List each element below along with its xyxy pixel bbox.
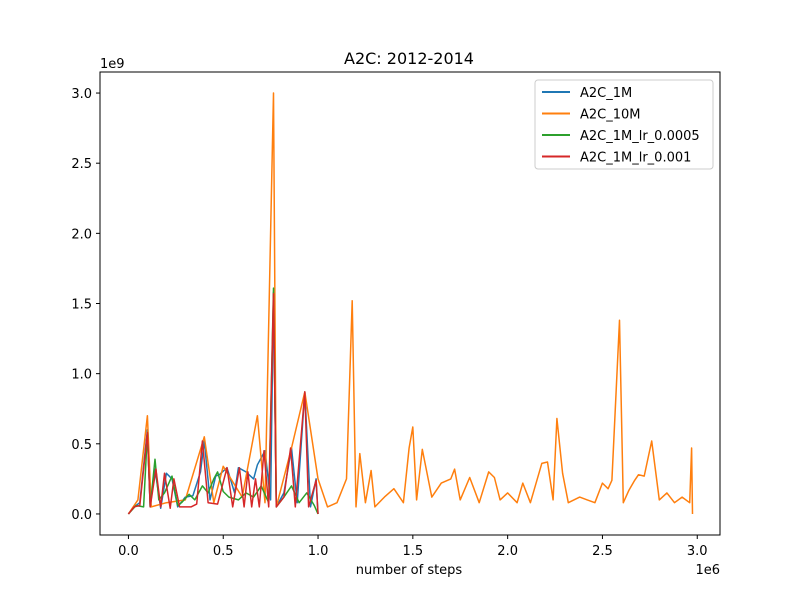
y-multiplier-label: 1e9	[100, 57, 125, 72]
x-multiplier-label: 1e6	[695, 563, 720, 578]
y-tick-label: 3.0	[71, 87, 92, 102]
x-tick-label: 0.0	[118, 544, 139, 559]
x-axis-label: number of steps	[356, 563, 463, 578]
x-tick-label: 3.0	[687, 544, 708, 559]
series-line-3	[127, 292, 319, 515]
y-tick-label: 2.0	[71, 227, 92, 242]
plot-lines	[127, 92, 694, 515]
y-tick-label: 0.5	[71, 438, 92, 453]
legend-label-2: A2C_1M_lr_0.0005	[580, 129, 700, 144]
y-tick-label: 1.0	[71, 368, 92, 383]
legend-label-1: A2C_10M	[580, 108, 641, 123]
x-tick-label: 0.5	[213, 544, 234, 559]
x-ticks: 0.0 0.5 1.0 1.5 2.0 2.5 3.0	[118, 535, 708, 559]
chart-title: A2C: 2012-2014	[344, 49, 474, 68]
y-tick-label: 0.0	[71, 508, 92, 523]
x-tick-label: 1.0	[308, 544, 329, 559]
y-ticks: 0.0 0.5 1.0 1.5 2.0 2.5 3.0	[71, 87, 100, 523]
x-tick-label: 2.5	[592, 544, 613, 559]
legend-label-0: A2C_1M	[580, 86, 632, 101]
y-tick-label: 2.5	[71, 157, 92, 172]
legend-box	[534, 79, 714, 170]
x-tick-label: 1.5	[403, 544, 424, 559]
series-line-1	[127, 92, 694, 515]
x-tick-label: 2.0	[497, 544, 518, 559]
y-tick-label: 1.5	[71, 298, 92, 313]
legend-label-3: A2C_1M_lr_0.001	[580, 151, 691, 166]
legend: A2C_1M A2C_10M A2C_1M_lr_0.0005 A2C_1M_lr_0…	[534, 79, 714, 170]
